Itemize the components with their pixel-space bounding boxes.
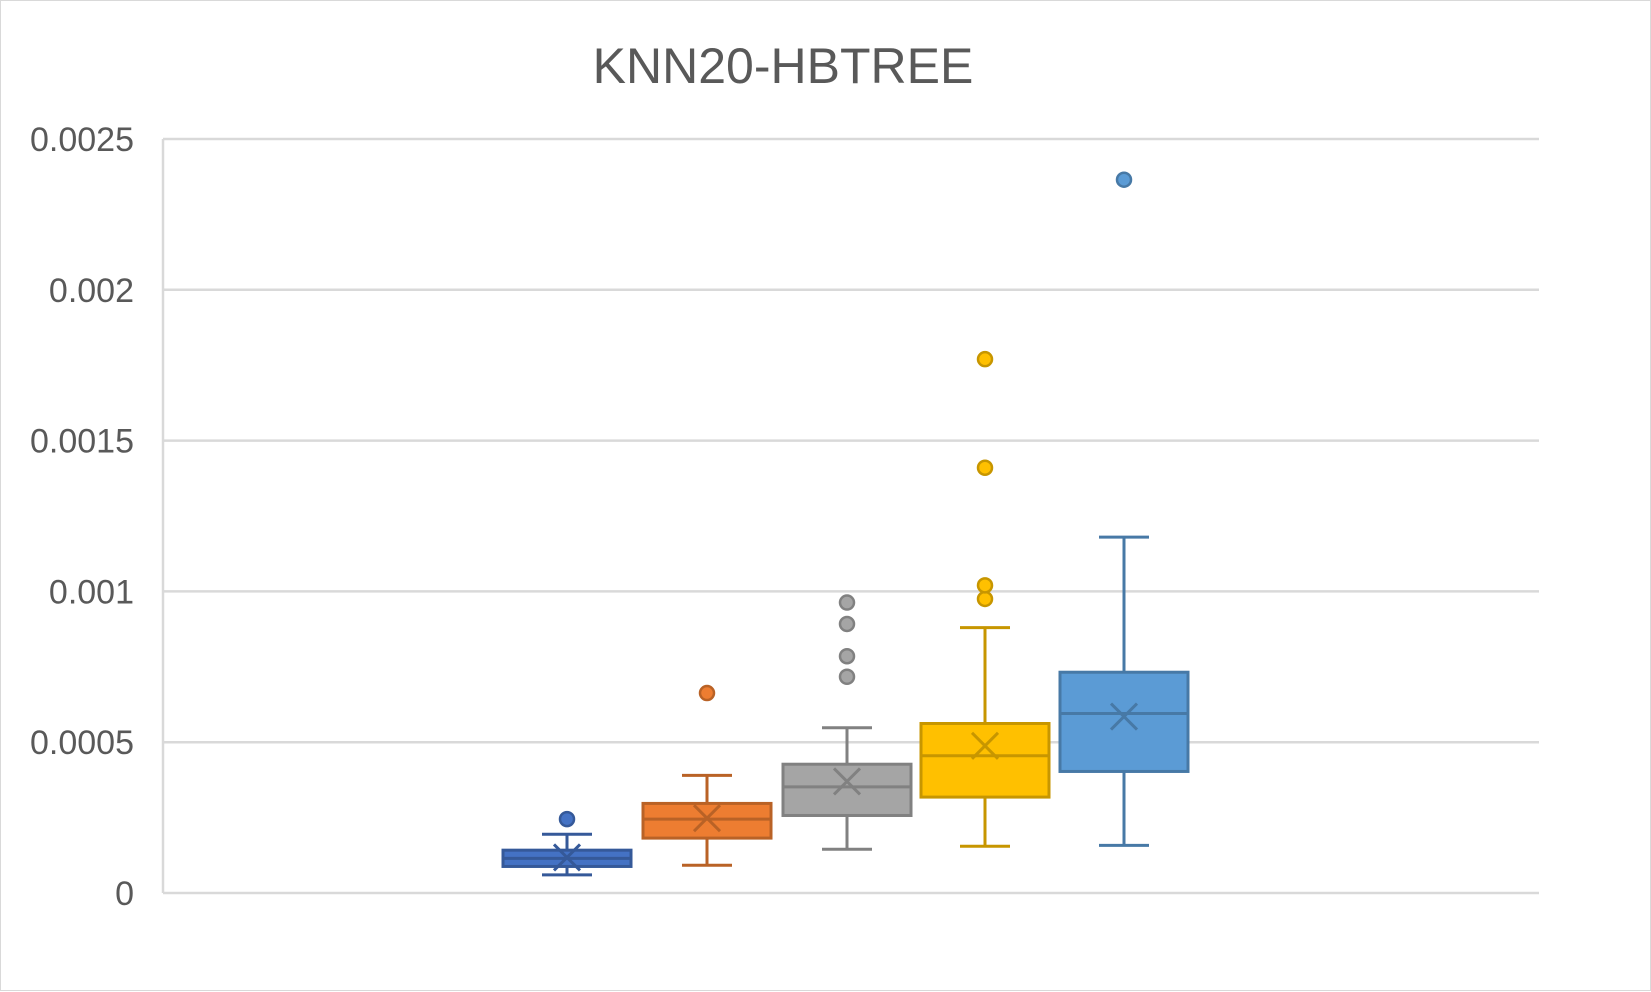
outlier-point [838,668,856,686]
outlier-point [558,810,576,828]
y-tick-label: 0.001 [49,573,134,611]
box-series-5 [1058,171,1190,847]
y-tick-label: 0.0015 [30,423,134,461]
mean-marker [692,804,722,833]
box-series-2 [641,684,773,867]
outlier-point [1115,171,1133,188]
outlier-point [838,615,856,633]
mean-marker [1109,702,1139,731]
box-series-3 [781,594,913,851]
outlier-point [976,459,994,476]
y-tick-label: 0.0025 [30,121,134,159]
box-series-group [501,171,1190,877]
outlier-point [976,577,994,594]
y-axis-tick-labels: 0 0.0005 0.001 0.0015 0.002 0.0025 [30,121,134,913]
box-series-1 [501,810,633,877]
mean-marker [832,767,862,796]
box-iqr [641,801,773,840]
outlier-point [976,350,994,368]
outlier-point [838,594,856,611]
chart-title: KNN20-HBTREE [593,38,974,94]
mean-marker [552,843,582,872]
outlier-point [976,590,994,608]
outlier-point [838,647,856,665]
y-tick-label: 0.002 [49,272,134,310]
box-iqr [781,762,913,817]
box-series-4 [919,350,1051,848]
y-tick-label: 0 [115,875,134,913]
grid-lines [161,137,1539,895]
box-iqr [919,722,1051,799]
mean-marker [970,731,1000,760]
outlier-point [698,684,716,702]
box-iqr [1058,670,1190,773]
y-tick-label: 0.0005 [30,724,134,762]
